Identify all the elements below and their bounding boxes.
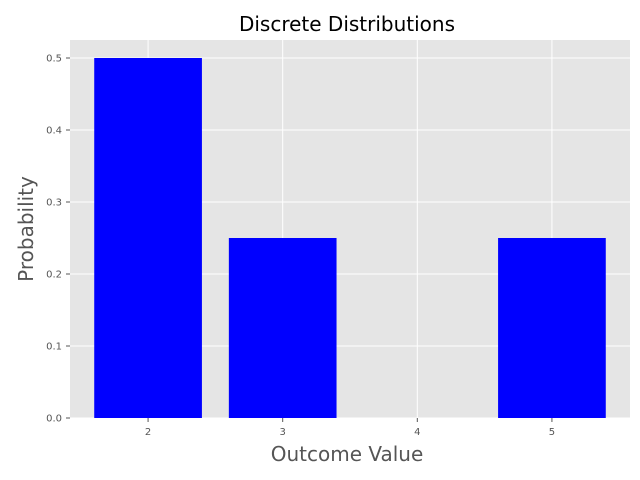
- x-tick-label: 5: [549, 427, 555, 438]
- y-tick-label: 0.2: [46, 270, 62, 281]
- x-tick-label: 4: [414, 427, 420, 438]
- bar: [228, 238, 337, 418]
- y-tick-label: 0.5: [46, 54, 62, 65]
- y-axis-ticks: 0.0 0.1 0.2 0.3 0.4 0.5: [46, 54, 70, 425]
- bar: [498, 238, 606, 418]
- x-axis-ticks: 2 3 4 5: [145, 418, 555, 438]
- x-tick-label: 2: [145, 427, 151, 438]
- y-tick-label: 0.1: [46, 342, 62, 353]
- y-tick-label: 0.0: [46, 414, 62, 425]
- bars: [94, 58, 606, 418]
- chart-title: Discrete Distributions: [239, 12, 455, 36]
- y-tick-label: 0.4: [46, 126, 62, 137]
- y-tick-label: 0.3: [46, 198, 62, 209]
- x-tick-label: 3: [280, 427, 286, 438]
- x-axis-label: Outcome Value: [271, 442, 424, 466]
- bar: [94, 58, 202, 418]
- y-axis-label: Probability: [14, 176, 38, 282]
